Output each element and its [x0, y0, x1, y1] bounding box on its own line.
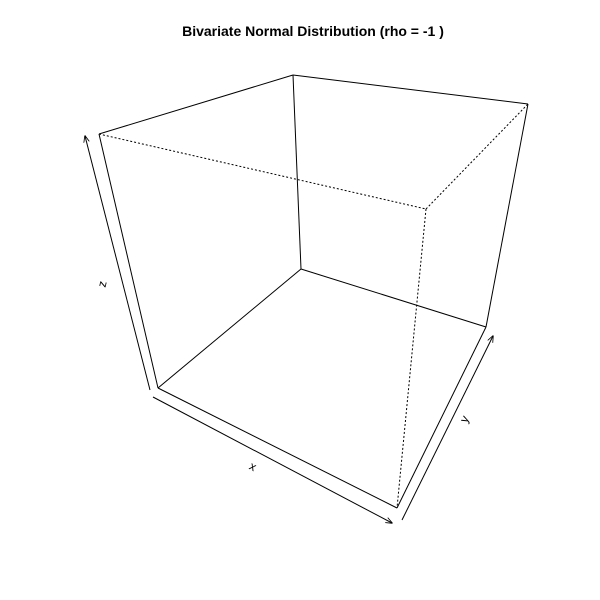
x-axis-arrow — [152, 396, 392, 523]
box-edge-top-back-right — [292, 74, 529, 105]
box-edge-floor-back-left — [157, 268, 302, 389]
chart-title: Bivariate Normal Distribution (rho = -1 … — [182, 23, 444, 39]
axis-arrows — [85, 136, 493, 523]
box-edge-hidden-top-left — [98, 133, 427, 210]
y-axis-arrow — [401, 336, 493, 521]
box-edge-hidden-vertical-front — [396, 208, 427, 509]
box-edge-vertical-back — [292, 74, 302, 270]
perspective-box — [98, 74, 529, 509]
box-edge-vertical-right — [485, 103, 529, 328]
box-edge-floor-front-right — [396, 326, 487, 509]
y-axis-label: y — [457, 413, 472, 425]
box-edge-hidden-top-right — [425, 103, 529, 210]
box-edge-vertical-left — [98, 133, 159, 389]
x-axis-label: x — [247, 459, 259, 474]
box-edge-floor-back-right — [300, 268, 487, 328]
box-edge-top-back-left — [98, 74, 294, 135]
z-axis-label: z — [95, 280, 110, 289]
z-axis-arrow — [85, 136, 151, 391]
box-edge-floor-front-left — [157, 387, 398, 509]
